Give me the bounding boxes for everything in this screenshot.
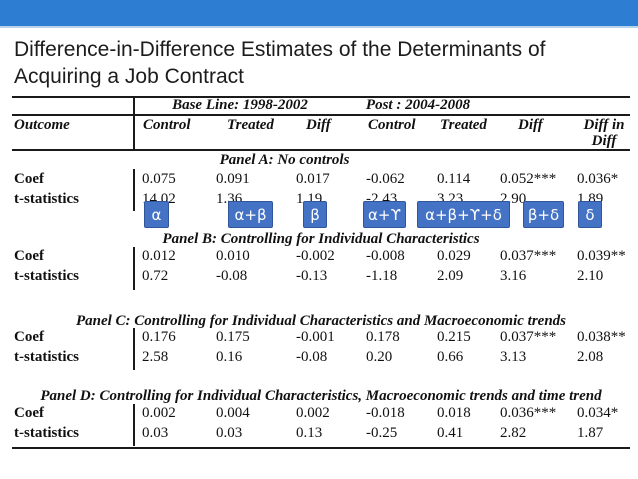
panel-b-coef-row: Coef 0.012 0.010 -0.002 -0.008 0.029 0.0… [0, 248, 638, 267]
coef-badge-delta: δ [578, 201, 602, 228]
panel-c-title: Panel C: Controlling for Individual Char… [75, 313, 567, 329]
table-period-rule [12, 114, 630, 116]
panel-b-title: Panel B: Controlling for Individual Char… [162, 231, 480, 247]
column-header-diff-in-diff: Diff in Diff [583, 117, 625, 149]
row-label-tstat: t-statistics [14, 191, 79, 207]
table-cell: -0.062 [366, 171, 405, 187]
slide-title: Difference-in-Difference Estimates of th… [14, 38, 546, 88]
table-cell: 0.002 [142, 405, 176, 421]
table-cell: 0.03 [142, 425, 169, 441]
table-cell: 0.03 [216, 425, 243, 441]
column-header-diff-post: Diff [518, 117, 543, 133]
panel-b-tstat-row: t-statistics 0.72 -0.08 -0.13 -1.18 2.09… [0, 268, 638, 287]
coef-badge-beta: β [303, 201, 327, 228]
coef-badge-alpha-beta-gamma-delta: α+β+ϒ+δ [417, 201, 510, 228]
table-cell: 2.58 [142, 349, 169, 365]
table-cell: 0.010 [216, 248, 250, 264]
table-cell: -0.008 [366, 248, 405, 264]
table-divider-header [133, 96, 135, 151]
row-label-coef: Coef [14, 329, 44, 345]
panel-d-tstat-row: t-statistics 0.03 0.03 0.13 -0.25 0.41 2… [0, 425, 638, 444]
table-cell: 0.034* [577, 405, 619, 421]
coef-badge-beta-delta: β+δ [523, 201, 564, 228]
coef-badge-alpha-gamma: α+ϒ [363, 201, 406, 228]
table-cell: -1.18 [366, 268, 398, 284]
table-cell: 0.037*** [500, 329, 557, 345]
table-cell: 0.012 [142, 248, 176, 264]
table-header-rule [12, 149, 630, 151]
table-cell: 0.036*** [500, 405, 557, 421]
table-cell: -0.08 [216, 268, 248, 284]
table-cell: 0.175 [216, 329, 250, 345]
panel-a-coef-row: Coef 0.075 0.091 0.017 -0.062 0.114 0.05… [0, 171, 638, 190]
table-cell: 0.038** [577, 329, 626, 345]
table-cell: 3.16 [500, 268, 527, 284]
table-cell: 0.029 [437, 248, 471, 264]
table-cell: 0.215 [437, 329, 471, 345]
table-cell: -0.25 [366, 425, 398, 441]
table-divider-panel-a [133, 169, 135, 211]
table-top-rule [12, 96, 630, 98]
table-cell: 0.114 [437, 171, 471, 187]
table-cell: 0.72 [142, 268, 169, 284]
table-cell: 0.176 [142, 329, 176, 345]
panel-a-title: Panel A: No controls [219, 152, 350, 168]
table-divider-panel-b [133, 247, 135, 290]
row-label-tstat: t-statistics [14, 425, 79, 441]
coef-badge-alpha: α [144, 201, 169, 228]
table-cell: 0.16 [216, 349, 243, 365]
row-label-coef: Coef [14, 405, 44, 421]
column-header-diff-baseline: Diff [306, 117, 331, 133]
row-label-tstat: t-statistics [14, 349, 79, 365]
period-header-post: Post : 2004-2008 [365, 97, 471, 113]
top-accent-bar [0, 0, 638, 28]
table-cell: 2.82 [500, 425, 527, 441]
table-cell: -0.13 [296, 268, 328, 284]
table-cell: 0.004 [216, 405, 250, 421]
table-cell: -0.08 [296, 349, 328, 365]
table-cell: 0.036* [577, 171, 619, 187]
panel-c-coef-row: Coef 0.176 0.175 -0.001 0.178 0.215 0.03… [0, 329, 638, 348]
table-cell: 2.09 [437, 268, 464, 284]
table-cell: 0.018 [437, 405, 471, 421]
table-cell: 0.039** [577, 248, 626, 264]
table-cell: 0.091 [216, 171, 250, 187]
table-divider-panel-d [133, 404, 135, 446]
table-cell: -0.018 [366, 405, 405, 421]
column-header-control-post: Control [368, 117, 416, 133]
table-cell: 0.075 [142, 171, 176, 187]
column-header-control-baseline: Control [143, 117, 191, 133]
table-cell: 0.66 [437, 349, 464, 365]
row-label-tstat: t-statistics [14, 268, 79, 284]
table-cell: 2.10 [577, 268, 604, 284]
table-cell: 0.037*** [500, 248, 557, 264]
column-header-outcome: Outcome [14, 117, 70, 133]
period-header-baseline: Base Line: 1998-2002 [172, 97, 308, 113]
row-label-coef: Coef [14, 171, 44, 187]
table-cell: 0.002 [296, 405, 330, 421]
column-header-treated-post: Treated [440, 117, 487, 133]
table-cell: 0.20 [366, 349, 393, 365]
table-cell: 1.87 [577, 425, 604, 441]
table-cell: -0.002 [296, 248, 335, 264]
table-cell: 3.13 [500, 349, 527, 365]
table-cell: 0.13 [296, 425, 323, 441]
table-cell: 2.08 [577, 349, 604, 365]
table-bottom-rule [12, 447, 630, 449]
coef-badge-alpha-beta: α+β [228, 201, 273, 228]
table-cell: 0.178 [366, 329, 400, 345]
table-cell: 0.017 [296, 171, 330, 187]
table-divider-panel-c [133, 328, 135, 370]
table-cell: -0.001 [296, 329, 335, 345]
panel-d-title: Panel D: Controlling for Individual Char… [40, 388, 602, 404]
table-cell: 0.41 [437, 425, 464, 441]
table-cell: 0.052*** [500, 171, 557, 187]
panel-d-coef-row: Coef 0.002 0.004 0.002 -0.018 0.018 0.03… [0, 405, 638, 424]
row-label-coef: Coef [14, 248, 44, 264]
panel-c-tstat-row: t-statistics 2.58 0.16 -0.08 0.20 0.66 3… [0, 349, 638, 368]
column-header-treated-baseline: Treated [227, 117, 274, 133]
